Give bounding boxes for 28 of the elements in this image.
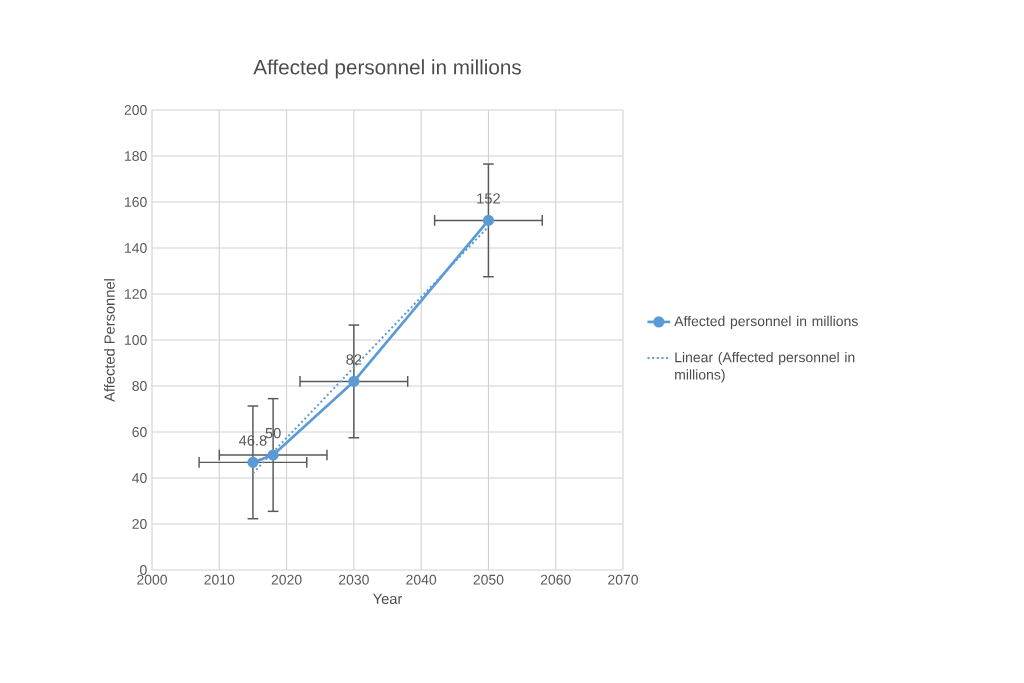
x-tick-label: 2000 bbox=[137, 574, 168, 585]
point bbox=[482, 214, 495, 227]
y-tick-label: 40 bbox=[132, 473, 147, 483]
y-tick-label: 80 bbox=[132, 381, 147, 391]
chart-title: Affected personnel in millions bbox=[253, 59, 521, 79]
y-tick-label: 0 bbox=[140, 565, 147, 575]
y-tick-label: 100 bbox=[125, 335, 147, 345]
y-tick-label: 140 bbox=[125, 243, 147, 253]
x-tick-label: 2060 bbox=[540, 574, 571, 585]
y-tick-label: 20 bbox=[132, 519, 147, 529]
y-tick-label: 60 bbox=[132, 427, 147, 437]
legend-label: Affected personnel in millions bbox=[674, 315, 858, 329]
y-axis-title: Affected Personnel bbox=[104, 279, 115, 402]
point bbox=[348, 375, 360, 388]
point bbox=[267, 449, 279, 461]
y-tick-label: 200 bbox=[124, 105, 147, 115]
x-tick-label: 2030 bbox=[339, 574, 369, 585]
x-tick-label: 2010 bbox=[204, 574, 235, 585]
y-tick-label: 160 bbox=[125, 197, 147, 207]
x-tick-label: 2040 bbox=[406, 574, 437, 585]
x-tick-label: 2020 bbox=[271, 574, 302, 585]
legend-label: Linear (Affected personnel in millions) bbox=[675, 352, 855, 383]
y-tick-label: 180 bbox=[125, 151, 147, 161]
x-tick-label: 2050 bbox=[473, 574, 504, 585]
x-axis-title: Year bbox=[373, 593, 403, 605]
x-tick-label: 2070 bbox=[608, 574, 639, 585]
y-tick-label: 120 bbox=[125, 289, 147, 299]
point bbox=[247, 456, 259, 468]
